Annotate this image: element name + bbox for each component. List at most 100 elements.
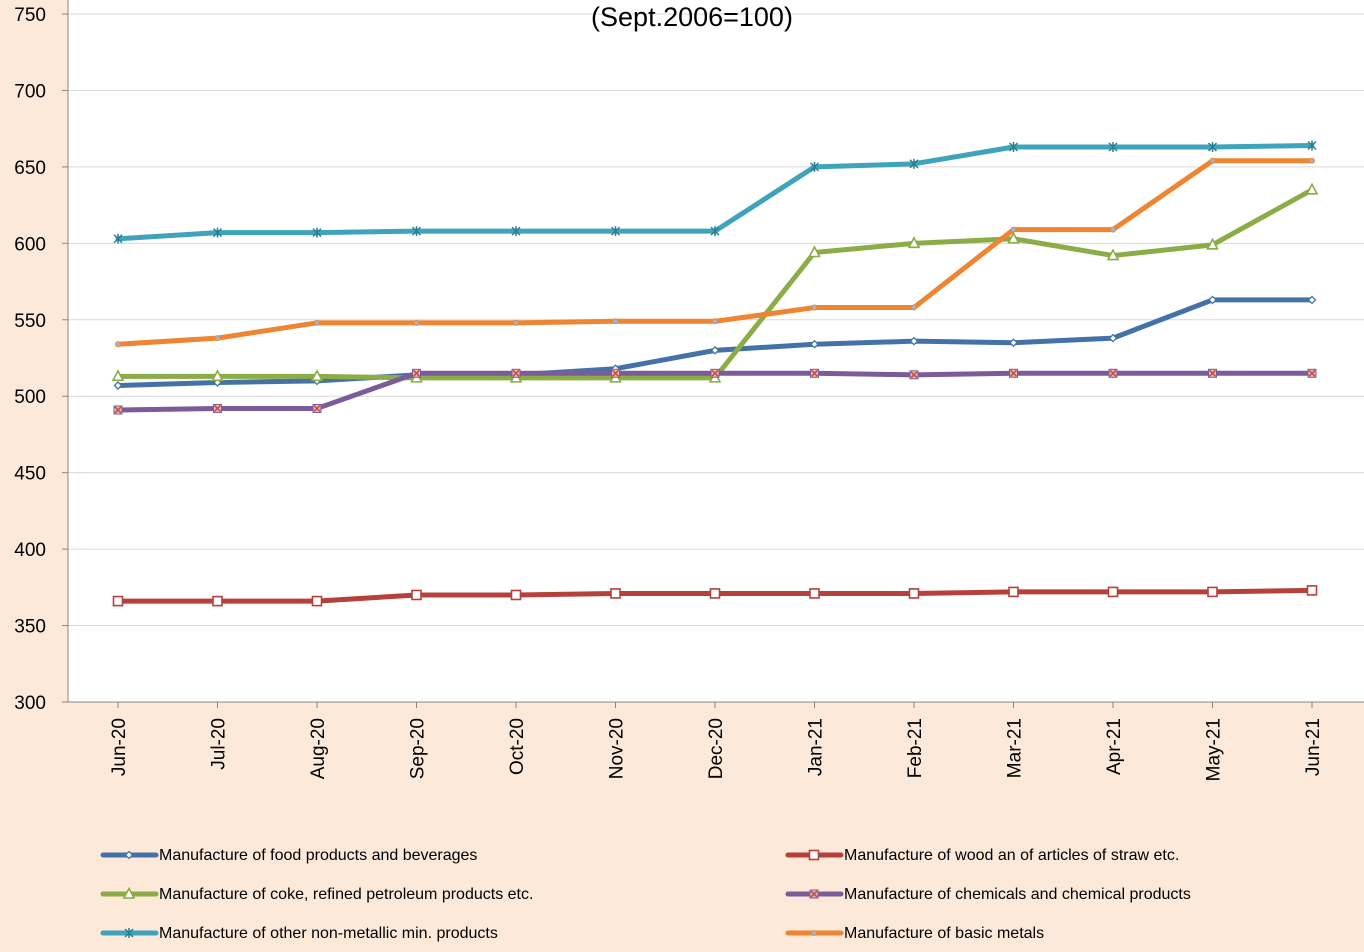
marker-cross xyxy=(313,404,321,413)
data-point xyxy=(115,341,121,348)
data-point xyxy=(113,233,123,244)
data-point xyxy=(411,589,422,601)
data-point xyxy=(1108,333,1118,343)
x-tick-label: Aug-20 xyxy=(308,718,329,779)
series-1 xyxy=(112,585,1318,607)
y-tick-label: 500 xyxy=(14,387,46,408)
data-point xyxy=(1207,586,1218,598)
legend-item: Manufacture of other non-metallic min. p… xyxy=(100,925,498,942)
series-5 xyxy=(115,157,1315,348)
data-point xyxy=(511,368,521,378)
data-point xyxy=(112,595,124,607)
data-point xyxy=(312,227,322,238)
data-point xyxy=(311,595,323,607)
marker-cross xyxy=(412,369,421,377)
data-point xyxy=(513,319,519,326)
data-point xyxy=(710,345,720,355)
data-point xyxy=(1108,368,1118,378)
data-point xyxy=(510,589,522,601)
data-point xyxy=(1306,585,1318,596)
y-tick-label: 300 xyxy=(14,693,46,714)
legend-item: Manufacture of coke, refined petroleum p… xyxy=(100,886,533,903)
data-point xyxy=(909,370,919,380)
data-point xyxy=(1110,226,1116,233)
legend-item: Manufacture of chemicals and chemical pr… xyxy=(785,886,1191,903)
marker-cross xyxy=(512,369,520,377)
chart-title: (Sept.2006=100) xyxy=(591,2,793,32)
marker-cross xyxy=(1009,369,1018,377)
data-point xyxy=(1307,295,1317,305)
data-point xyxy=(511,226,521,237)
x-tick-label: Jul-20 xyxy=(209,718,230,770)
data-point xyxy=(610,226,621,237)
data-point xyxy=(1108,142,1118,153)
data-point xyxy=(1307,140,1317,151)
legend-item: Manufacture of food products and beverag… xyxy=(100,847,477,864)
series-3 xyxy=(113,368,1317,415)
data-point xyxy=(1208,368,1217,378)
data-point xyxy=(909,336,919,346)
legend-item: Manufacture of wood an of articles of st… xyxy=(785,847,1179,864)
data-point xyxy=(214,335,221,342)
data-point xyxy=(124,850,134,860)
marker-cross xyxy=(1208,369,1217,377)
data-point xyxy=(611,368,620,378)
x-tick-label: Nov-20 xyxy=(607,718,628,779)
data-point xyxy=(909,158,919,169)
x-tick-label: Dec-20 xyxy=(706,718,727,779)
y-tick-label: 700 xyxy=(14,81,46,102)
data-point xyxy=(810,368,819,378)
data-point xyxy=(907,236,921,249)
data-point xyxy=(1305,182,1319,195)
data-point xyxy=(213,403,222,413)
data-point xyxy=(610,588,621,599)
data-point xyxy=(908,588,920,599)
data-point xyxy=(809,161,820,172)
data-point xyxy=(113,381,123,390)
data-point xyxy=(809,889,819,899)
y-tick-label: 750 xyxy=(14,5,46,26)
data-point xyxy=(1009,338,1018,348)
data-point xyxy=(211,369,224,382)
data-point xyxy=(809,588,820,599)
data-point xyxy=(808,849,820,861)
legend-label: Manufacture of other non-metallic min. p… xyxy=(159,925,498,942)
data-point xyxy=(709,588,721,599)
data-point xyxy=(811,930,817,936)
marker-cross xyxy=(1109,369,1117,377)
marker-cross xyxy=(711,369,719,377)
data-point xyxy=(1107,586,1119,598)
legend-label: Manufacture of chemicals and chemical pr… xyxy=(844,886,1191,903)
data-point xyxy=(1307,368,1317,378)
data-point xyxy=(1309,157,1315,164)
axes: 300 350 400 450 500 550 600 650 700 750 Jun-20 Jul-… xyxy=(14,0,1364,781)
data-point xyxy=(1207,142,1218,153)
series-layer xyxy=(111,140,1319,607)
x-tick-label: Oct-20 xyxy=(507,718,528,775)
data-point xyxy=(124,928,134,938)
x-tick-label: Apr-21 xyxy=(1104,718,1125,775)
x-tick-label: Jan-21 xyxy=(806,718,827,776)
data-point xyxy=(1106,248,1120,261)
data-point xyxy=(122,886,136,899)
marker-cross xyxy=(1308,369,1316,377)
data-point xyxy=(412,368,421,378)
marker-cross xyxy=(213,404,222,413)
data-point xyxy=(113,405,123,415)
marker-cross xyxy=(810,890,818,898)
series-4 xyxy=(113,140,1317,244)
data-point xyxy=(1007,231,1020,244)
legend-label: Manufacture of food products and beverag… xyxy=(159,847,477,864)
data-point xyxy=(411,226,422,237)
legend-label: Manufacture of coke, refined petroleum p… xyxy=(159,886,533,903)
x-tick-label: Feb-21 xyxy=(905,718,926,778)
y-tick-label: 400 xyxy=(14,540,46,561)
legend-item: Manufacture of basic metals xyxy=(785,925,1044,942)
x-tick-label: Jun-21 xyxy=(1303,718,1324,776)
data-point xyxy=(1008,142,1019,153)
data-point xyxy=(810,339,819,349)
data-point xyxy=(1010,226,1017,233)
data-point xyxy=(808,245,821,258)
